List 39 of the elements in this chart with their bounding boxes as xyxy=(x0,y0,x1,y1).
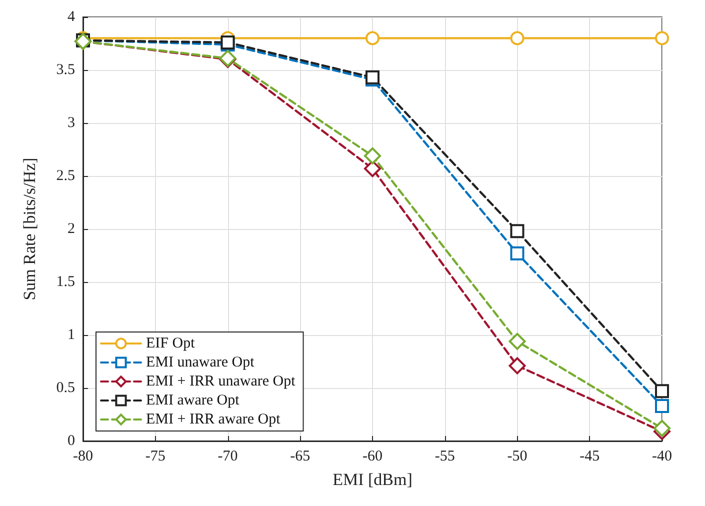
point xyxy=(510,224,524,238)
point xyxy=(655,399,669,414)
y-tick-label: 3 xyxy=(68,115,75,131)
point xyxy=(654,420,670,437)
point xyxy=(655,384,669,398)
y-axis-title: Sum Rate [bits/s/Hz] xyxy=(20,158,39,300)
point xyxy=(510,246,524,260)
point xyxy=(508,357,526,374)
x-tick-label: -40 xyxy=(652,448,672,464)
point xyxy=(220,35,235,50)
y-tick-label: 2 xyxy=(68,221,75,237)
legend-label: EMI + IRR aware Opt xyxy=(146,412,282,428)
y-tick-label: 4 xyxy=(68,9,76,25)
y-tick-label: 1 xyxy=(68,327,75,343)
y-tick-label: 0.5 xyxy=(56,380,75,396)
y-tick-label: 3.5 xyxy=(56,62,75,78)
legend-label: EMI unaware Opt xyxy=(146,354,256,370)
y-tick-label: 1.5 xyxy=(56,274,75,290)
x-tick-label: -80 xyxy=(73,448,93,464)
x-tick-label: -50 xyxy=(507,448,528,464)
point xyxy=(508,332,526,350)
y-tick-label: 0 xyxy=(68,433,75,449)
x-tick-label: -65 xyxy=(290,448,310,464)
x-tick-label: -60 xyxy=(362,448,382,464)
point xyxy=(364,147,381,164)
legend-label: EIF Opt xyxy=(146,336,196,352)
x-tick-label: -45 xyxy=(580,448,600,464)
legend-label: EMI + IRR unaware Opt xyxy=(146,374,296,390)
x-tick-label: -70 xyxy=(218,448,238,464)
point xyxy=(364,160,381,178)
point xyxy=(366,70,380,84)
point xyxy=(655,31,669,46)
x-axis-title: EMI [dBm] xyxy=(332,470,412,489)
legend-label: EMI aware Opt xyxy=(146,392,240,408)
x-tick-label: -75 xyxy=(145,448,166,464)
y-tick-label: 2.5 xyxy=(56,168,75,184)
point xyxy=(366,31,380,46)
point xyxy=(510,31,524,46)
x-tick-label: -55 xyxy=(434,448,455,464)
